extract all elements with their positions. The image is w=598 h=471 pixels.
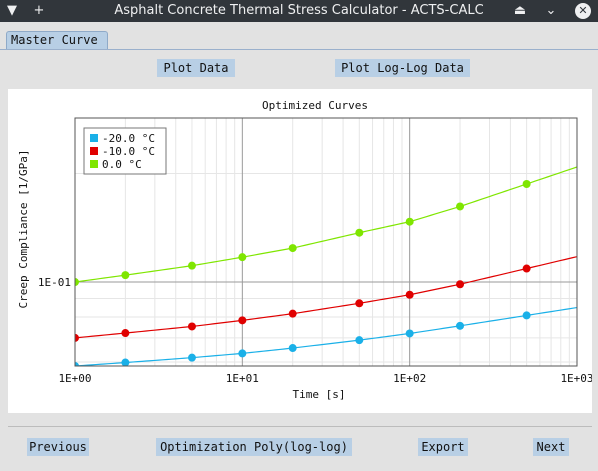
- maximize-icon[interactable]: ⏏: [513, 3, 527, 18]
- minimize-icon[interactable]: ⌄: [545, 3, 557, 18]
- legend-swatch: [90, 134, 98, 142]
- next-button[interactable]: Next: [533, 438, 569, 456]
- series-point: [238, 316, 247, 325]
- legend-entry: 0.0 °C: [102, 158, 142, 171]
- legend-swatch: [90, 147, 98, 155]
- y-tick-label: 1E-01: [38, 276, 71, 289]
- plot-area-frame: [74, 117, 578, 367]
- chart-legend: -20.0 °C-10.0 °C0.0 °C: [83, 127, 167, 175]
- series-point: [187, 353, 196, 362]
- series-point: [238, 349, 247, 358]
- series-point: [288, 244, 297, 253]
- chart-panel: Optimized Curves Time [s] Creep Complian…: [8, 89, 592, 413]
- footer-divider: [8, 426, 592, 427]
- tab-strip: Master Curve: [0, 31, 598, 50]
- series-point: [238, 253, 247, 262]
- optimized-curves-chart: Optimized Curves Time [s] Creep Complian…: [17, 99, 592, 401]
- window-titlebar: ▼ + Asphalt Concrete Thermal Stress Calc…: [0, 0, 598, 22]
- window-menu-icon[interactable]: ▼: [7, 3, 17, 18]
- optimization-button[interactable]: Optimization Poly(log-log): [156, 438, 352, 456]
- chart-ticks: 1E+00 1E+01 1E+02 1E+03 1E-01: [38, 276, 592, 385]
- legend-swatch: [90, 160, 98, 168]
- x-tick-label: 1E+00: [58, 372, 91, 385]
- series-point: [121, 358, 130, 366]
- legend-entry: -10.0 °C: [102, 145, 155, 158]
- x-tick-label: 1E+02: [393, 372, 426, 385]
- series-point: [522, 264, 531, 273]
- plot-loglog-data-button[interactable]: Plot Log-Log Data: [335, 59, 470, 77]
- series-point: [75, 278, 79, 287]
- legend-entry: -20.0 °C: [102, 132, 155, 145]
- series-point: [456, 280, 465, 289]
- series-point: [288, 344, 297, 353]
- series-point: [355, 228, 364, 237]
- series-line: [75, 306, 577, 366]
- series-point: [187, 322, 196, 331]
- export-button[interactable]: Export: [418, 438, 468, 456]
- series-point: [187, 261, 196, 270]
- series-point: [405, 290, 414, 299]
- chart-title: Optimized Curves: [262, 99, 368, 112]
- series-point: [355, 336, 364, 345]
- series-point: [355, 299, 364, 308]
- series-point: [456, 202, 465, 211]
- chart-x-axis-label: Time [s]: [293, 388, 346, 401]
- series-point: [121, 329, 130, 338]
- tab-master-curve[interactable]: Master Curve: [6, 31, 108, 49]
- series-point: [522, 179, 531, 188]
- previous-button[interactable]: Previous: [27, 438, 89, 456]
- series-line: [75, 166, 577, 283]
- new-window-icon[interactable]: +: [33, 3, 45, 18]
- series-point: [405, 217, 414, 226]
- plot-data-button[interactable]: Plot Data: [157, 59, 235, 77]
- chart-series-layer: [75, 166, 577, 366]
- series-2: [75, 166, 577, 287]
- series-point: [405, 329, 414, 338]
- close-icon[interactable]: ✕: [575, 3, 591, 19]
- chart-major-grid: [75, 118, 577, 366]
- series-point: [522, 311, 531, 320]
- series-point: [75, 362, 79, 366]
- series-0: [75, 306, 577, 366]
- series-line: [75, 256, 577, 339]
- x-tick-label: 1E+03: [560, 372, 592, 385]
- chart-y-axis-label: Creep Compliance [1/GPa]: [17, 150, 30, 309]
- window-title: Asphalt Concrete Thermal Stress Calculat…: [114, 3, 484, 18]
- x-tick-label: 1E+01: [226, 372, 259, 385]
- series-point: [288, 309, 297, 318]
- series-1: [75, 256, 577, 342]
- series-point: [456, 321, 465, 330]
- series-point: [75, 333, 79, 342]
- series-point: [121, 271, 130, 280]
